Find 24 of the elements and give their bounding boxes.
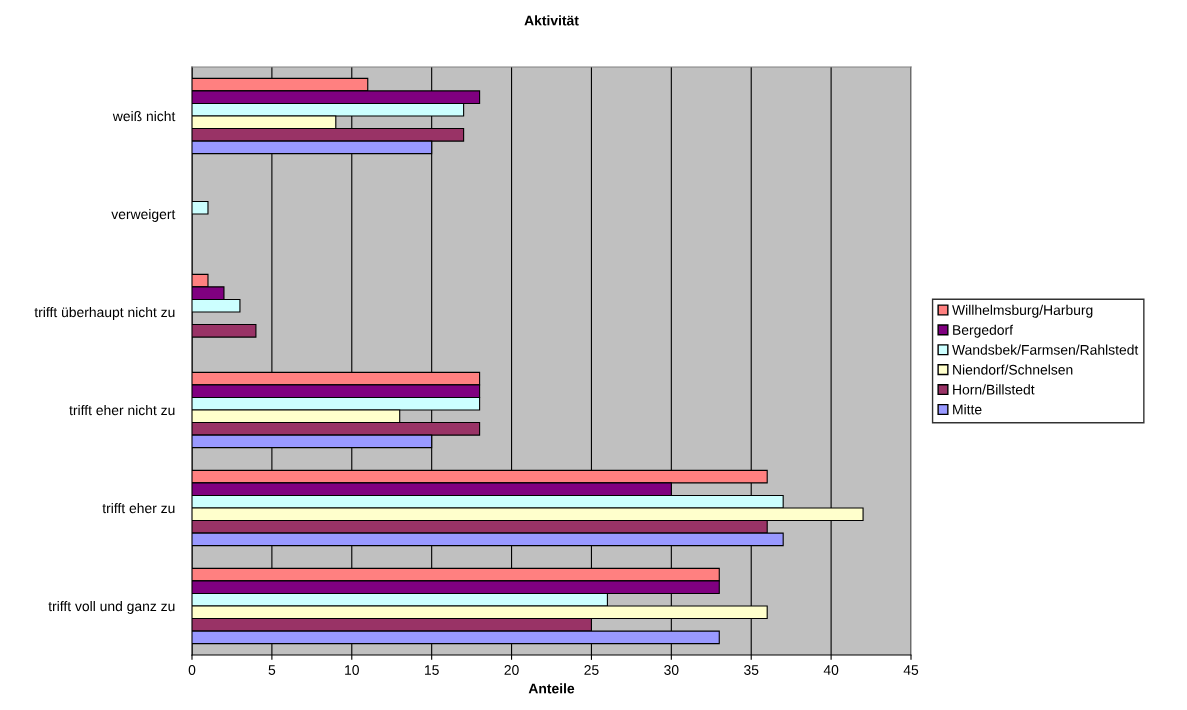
x-tick-label: 0 <box>188 665 196 675</box>
y-tick-label: weiß nicht <box>112 110 176 122</box>
legend-label: Mitte <box>953 404 982 415</box>
x-tick-label: 20 <box>504 665 519 675</box>
x-tick-label: 35 <box>744 665 759 675</box>
x-tick-label: 30 <box>664 665 679 675</box>
chart-title: Aktivität <box>524 15 579 26</box>
legend-label: Horn/Billstedt <box>953 384 1035 395</box>
x-tick-label: 15 <box>425 665 439 675</box>
y-tick-label: trifft eher nicht zu <box>69 404 175 416</box>
x-tick-label: 10 <box>345 665 359 675</box>
legend-label: Willhelmsburg/Harburg <box>952 304 1093 318</box>
legend-label: Wandsbek/Farmsen/Rahlstedt <box>952 344 1139 355</box>
y-tick-label: trifft eher zu <box>102 502 175 514</box>
x-tick-label: 45 <box>903 665 919 675</box>
y-tick-label: trifft voll und ganz zu <box>48 600 175 614</box>
y-tick-label: trifft überhaupt nicht zu <box>34 306 175 320</box>
x-axis-title: Anteile <box>528 683 575 694</box>
y-tick-label: verweigert <box>111 208 176 222</box>
x-tick-label: 5 <box>268 665 276 675</box>
x-tick-label: 25 <box>584 665 599 675</box>
x-tick-label: 40 <box>823 665 839 675</box>
legend-label: Bergedorf <box>953 324 1014 338</box>
legend-label: Niendorf/Schnelsen <box>953 364 1073 375</box>
